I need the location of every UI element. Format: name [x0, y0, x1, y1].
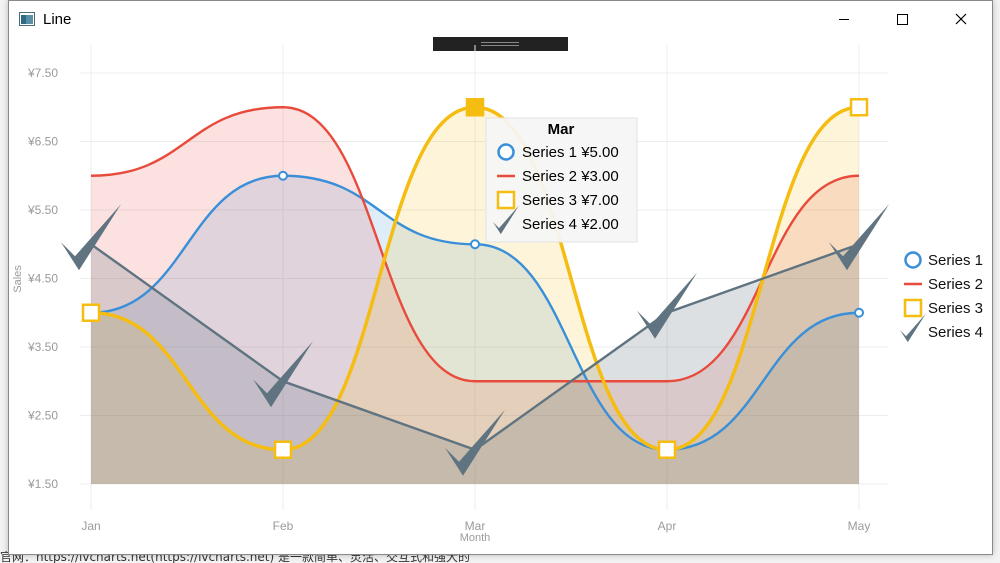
legend-label: Series 4 [928, 324, 983, 341]
tooltip-title: Mar [548, 121, 575, 138]
app-icon [19, 12, 35, 26]
series-4 [61, 204, 889, 476]
series-3-point [465, 98, 485, 117]
title-bar[interactable]: Line [9, 1, 992, 37]
x-tick-label: Jan [81, 519, 100, 533]
series-2-line [90, 106, 860, 383]
maximize-button[interactable] [879, 1, 925, 37]
series-4-area [91, 244, 859, 484]
tooltip: Mar Series 1 ¥5.00 Series 2 ¥3.00 Series 3 … [485, 117, 638, 243]
y-tick-label: ¥1.50 [27, 477, 58, 491]
y-tick-label: ¥4.50 [27, 272, 58, 286]
legend-check-icon [900, 313, 926, 343]
x-tick-label: Mar [465, 519, 486, 533]
series-1-area [91, 175, 859, 484]
y-tick-label: ¥5.50 [27, 203, 58, 217]
x-axis-title: Month [460, 532, 491, 544]
close-icon [955, 13, 967, 25]
series-1-point [470, 239, 480, 250]
series-3-point [273, 440, 293, 459]
tooltip-box [485, 117, 638, 243]
series-1-point [854, 307, 864, 318]
background-app-left [0, 0, 9, 563]
tooltip-item: Series 2 ¥3.00 [522, 168, 619, 185]
window-title: Line [43, 11, 72, 28]
legend-label: Series 1 [928, 252, 983, 269]
series-3-point [81, 303, 101, 322]
x-tick-label: Feb [273, 519, 294, 533]
minimize-icon [839, 19, 849, 20]
series-3-line [90, 105, 860, 452]
series-3 [81, 98, 869, 459]
tooltip-circle-icon [497, 143, 515, 161]
series-3-point [657, 440, 677, 459]
tooltip-square-icon [496, 190, 516, 210]
legend-square-icon [903, 298, 923, 318]
series-3-area [91, 107, 859, 484]
y-tick-label: ¥6.50 [27, 135, 58, 149]
tooltip-item: Series 4 ¥2.00 [522, 216, 619, 233]
drag-handle[interactable] [433, 37, 568, 51]
tooltip-item: Series 3 ¥7.00 [522, 192, 619, 209]
series-3-point [849, 98, 869, 117]
chart-window: Line [8, 0, 993, 555]
x-tick-label: Apr [658, 519, 677, 533]
background-app-right [990, 0, 1000, 563]
series-1-line [90, 174, 860, 451]
y-tick-label: ¥7.50 [27, 66, 58, 80]
legend: Series 1 Series 2 Series 3 Series 4 [900, 251, 983, 343]
close-button[interactable] [938, 1, 984, 37]
series-1-point [278, 170, 288, 181]
y-tick-label: ¥3.50 [27, 340, 58, 354]
tooltip-item: Series 1 ¥5.00 [522, 144, 619, 161]
x-tick-label: May [848, 519, 871, 533]
series-2 [90, 106, 860, 383]
series-2-area [91, 107, 859, 484]
maximize-icon [897, 14, 908, 25]
legend-label: Series 2 [928, 276, 983, 293]
y-tick-label: ¥2.50 [27, 409, 58, 423]
legend-circle-icon [904, 251, 922, 269]
grip-icon [481, 42, 519, 46]
legend-label: Series 3 [928, 300, 983, 317]
minimize-button[interactable] [821, 1, 867, 37]
y-axis-title: Sales [12, 265, 24, 293]
